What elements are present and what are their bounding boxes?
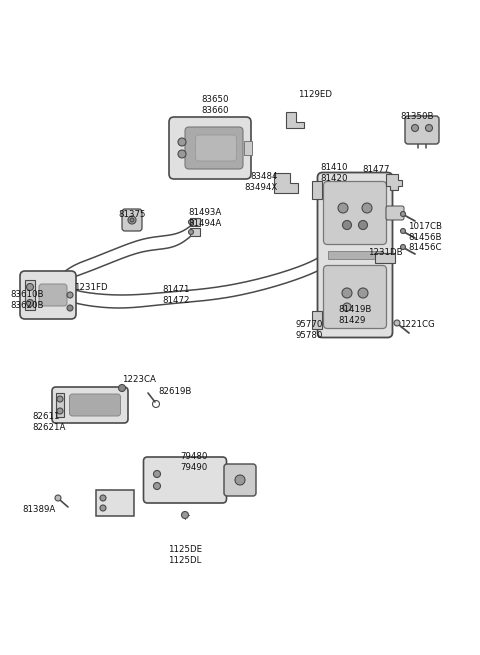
Ellipse shape — [189, 219, 193, 225]
Text: 1017CB
81456B
81456C: 1017CB 81456B 81456C — [408, 222, 442, 252]
Text: 81389A: 81389A — [22, 505, 55, 514]
Text: 79480
79490: 79480 79490 — [180, 452, 208, 472]
Ellipse shape — [400, 229, 406, 233]
Text: 81477: 81477 — [362, 165, 389, 174]
Text: 1223CA: 1223CA — [122, 375, 156, 384]
Ellipse shape — [411, 124, 419, 132]
Bar — [56, 393, 64, 417]
Polygon shape — [286, 112, 304, 128]
FancyBboxPatch shape — [324, 265, 386, 329]
Ellipse shape — [359, 221, 368, 229]
Text: 1125DE
1125DL: 1125DE 1125DL — [168, 545, 202, 565]
FancyBboxPatch shape — [144, 457, 227, 503]
Text: 1231DB: 1231DB — [368, 248, 403, 257]
Bar — [190, 218, 200, 226]
Ellipse shape — [338, 203, 348, 213]
Bar — [190, 228, 200, 236]
Ellipse shape — [128, 216, 136, 224]
Ellipse shape — [425, 124, 432, 132]
Text: 83650
83660: 83650 83660 — [201, 95, 229, 115]
Polygon shape — [386, 174, 402, 190]
FancyBboxPatch shape — [122, 209, 142, 231]
Bar — [25, 280, 35, 310]
Ellipse shape — [67, 305, 73, 311]
Text: 81410
81420: 81410 81420 — [320, 163, 348, 183]
FancyBboxPatch shape — [39, 284, 67, 306]
Ellipse shape — [181, 512, 189, 519]
Ellipse shape — [394, 320, 400, 326]
Text: 95770
95780: 95770 95780 — [295, 320, 323, 340]
Bar — [312, 311, 322, 329]
Ellipse shape — [178, 138, 186, 146]
FancyBboxPatch shape — [169, 117, 251, 179]
Ellipse shape — [189, 229, 193, 234]
Text: 1129ED: 1129ED — [298, 90, 332, 99]
Text: 81375: 81375 — [118, 210, 145, 219]
Bar — [327, 251, 383, 259]
Ellipse shape — [130, 218, 134, 222]
Ellipse shape — [358, 288, 368, 298]
Text: 81419B
81429: 81419B 81429 — [338, 305, 372, 325]
Ellipse shape — [400, 244, 406, 250]
Ellipse shape — [26, 284, 34, 291]
Ellipse shape — [235, 475, 245, 485]
Text: 82619B: 82619B — [158, 387, 192, 396]
Text: 82611
82621A: 82611 82621A — [32, 412, 65, 432]
FancyBboxPatch shape — [195, 135, 237, 161]
Bar — [312, 181, 322, 199]
Text: 83484
83494X: 83484 83494X — [245, 172, 278, 192]
FancyBboxPatch shape — [405, 116, 439, 144]
Ellipse shape — [26, 299, 34, 307]
Bar — [96, 490, 134, 516]
Ellipse shape — [154, 483, 160, 489]
Ellipse shape — [100, 495, 106, 501]
Polygon shape — [274, 173, 298, 193]
Bar — [375, 253, 395, 263]
Ellipse shape — [55, 495, 61, 501]
FancyBboxPatch shape — [52, 387, 128, 423]
Ellipse shape — [57, 408, 63, 414]
Text: 81471
81472: 81471 81472 — [162, 285, 190, 305]
Ellipse shape — [67, 292, 73, 298]
Text: 1221CG: 1221CG — [400, 320, 435, 329]
Text: 1231FD: 1231FD — [74, 283, 108, 292]
Ellipse shape — [100, 505, 106, 511]
Text: 81493A
81494A: 81493A 81494A — [188, 208, 221, 228]
Ellipse shape — [57, 396, 63, 402]
Text: 83610B
83620B: 83610B 83620B — [10, 290, 44, 310]
FancyBboxPatch shape — [386, 206, 404, 220]
Ellipse shape — [362, 203, 372, 213]
FancyBboxPatch shape — [224, 464, 256, 496]
Ellipse shape — [154, 470, 160, 477]
FancyBboxPatch shape — [185, 127, 243, 169]
Ellipse shape — [343, 221, 351, 229]
Ellipse shape — [343, 303, 351, 311]
FancyBboxPatch shape — [324, 181, 386, 244]
Ellipse shape — [400, 212, 406, 217]
FancyBboxPatch shape — [20, 271, 76, 319]
Ellipse shape — [119, 384, 125, 392]
FancyBboxPatch shape — [317, 172, 393, 337]
FancyBboxPatch shape — [70, 394, 120, 416]
Ellipse shape — [342, 288, 352, 298]
Bar — [244, 141, 252, 155]
Text: 81350B: 81350B — [400, 112, 433, 121]
Ellipse shape — [178, 150, 186, 158]
